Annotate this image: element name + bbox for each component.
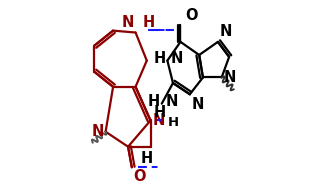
Text: N: N xyxy=(152,113,165,128)
Text: H: H xyxy=(141,151,153,166)
Text: N: N xyxy=(220,24,232,39)
Text: O: O xyxy=(185,8,198,23)
Text: N: N xyxy=(91,124,104,139)
Text: H: H xyxy=(167,116,178,129)
Text: N: N xyxy=(192,97,204,112)
Text: O: O xyxy=(134,169,146,184)
Text: N: N xyxy=(121,15,134,30)
Text: N: N xyxy=(223,70,236,85)
Text: H: H xyxy=(153,105,166,120)
Text: N: N xyxy=(166,94,178,109)
Text: H: H xyxy=(148,94,160,109)
Text: N: N xyxy=(171,51,183,66)
Text: H: H xyxy=(143,15,155,30)
Text: H: H xyxy=(153,51,166,66)
